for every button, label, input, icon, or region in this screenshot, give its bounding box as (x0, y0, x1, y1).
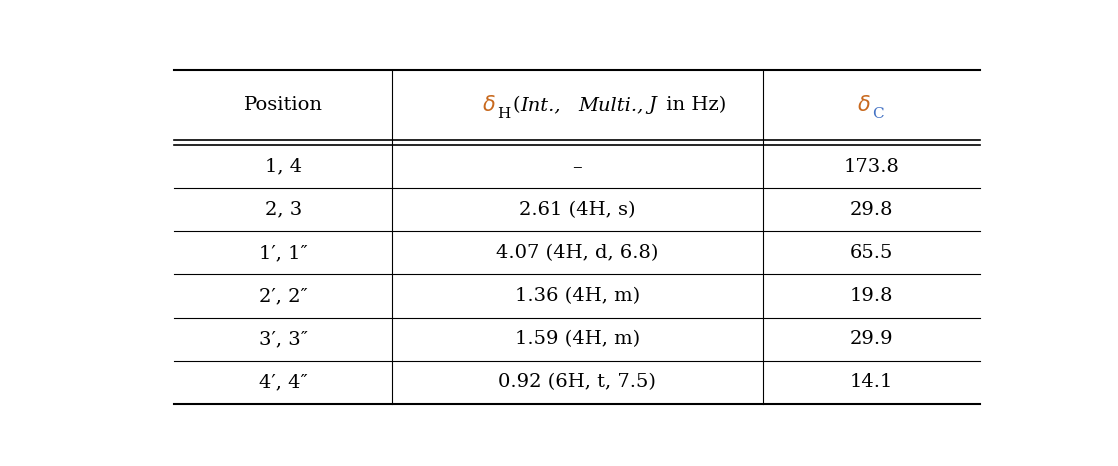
Text: J: J (647, 96, 655, 114)
Text: –: – (572, 158, 582, 176)
Text: 29.8: 29.8 (850, 201, 893, 219)
Text: 2′, 2″: 2′, 2″ (258, 287, 307, 305)
Text: Multi.,: Multi., (578, 96, 644, 114)
Text: 1.36 (4H, m): 1.36 (4H, m) (514, 287, 639, 305)
Text: 1.59 (4H, m): 1.59 (4H, m) (514, 330, 639, 348)
Text: H: H (498, 107, 511, 121)
Text: 2.61 (4H, s): 2.61 (4H, s) (519, 201, 635, 219)
Text: 1, 4: 1, 4 (265, 158, 302, 176)
Text: Int.,: Int., (520, 96, 561, 114)
Text: $\delta$: $\delta$ (482, 96, 495, 115)
Text: 173.8: 173.8 (843, 158, 899, 176)
Text: 19.8: 19.8 (850, 287, 893, 305)
Text: 14.1: 14.1 (850, 373, 893, 391)
Text: C: C (872, 107, 884, 121)
Text: 0.92 (6H, t, 7.5): 0.92 (6H, t, 7.5) (499, 373, 656, 391)
Text: in Hz): in Hz) (660, 96, 727, 114)
Text: 4.07 (4H, d, 6.8): 4.07 (4H, d, 6.8) (496, 244, 659, 262)
Text: 2, 3: 2, 3 (265, 201, 302, 219)
Text: 1′, 1″: 1′, 1″ (258, 244, 307, 262)
Text: 65.5: 65.5 (850, 244, 893, 262)
Text: (: ( (512, 96, 520, 114)
Text: Position: Position (244, 96, 323, 114)
Text: 3′, 3″: 3′, 3″ (258, 330, 307, 348)
Text: 4′, 4″: 4′, 4″ (258, 373, 307, 391)
Text: 29.9: 29.9 (850, 330, 893, 348)
Text: $\delta$: $\delta$ (856, 96, 871, 115)
